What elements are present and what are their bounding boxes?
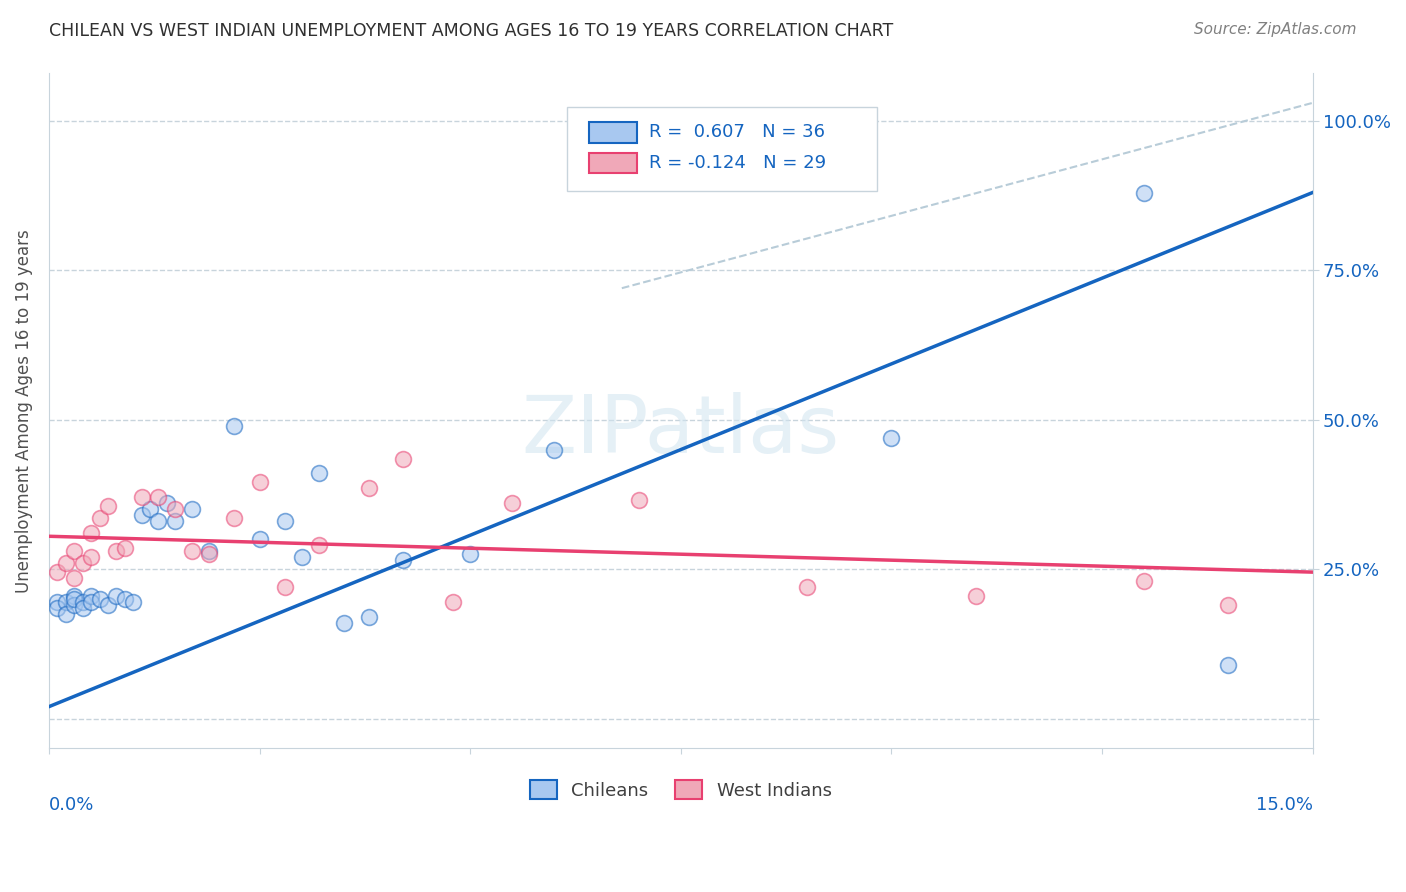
Text: CHILEAN VS WEST INDIAN UNEMPLOYMENT AMONG AGES 16 TO 19 YEARS CORRELATION CHART: CHILEAN VS WEST INDIAN UNEMPLOYMENT AMON… <box>49 22 893 40</box>
Point <box>63 589 86 603</box>
Point <box>55 607 77 621</box>
Point <box>391 553 413 567</box>
Point <box>131 508 153 523</box>
Point <box>114 541 136 556</box>
Point <box>89 511 111 525</box>
Point <box>198 544 221 558</box>
Point <box>139 502 162 516</box>
Text: ZIPatlas: ZIPatlas <box>522 392 839 470</box>
Point <box>80 595 103 609</box>
Point <box>441 595 464 609</box>
Point <box>148 491 170 505</box>
Point <box>359 610 381 624</box>
Point <box>114 592 136 607</box>
Point <box>391 451 413 466</box>
Point <box>80 550 103 565</box>
Point <box>458 547 481 561</box>
Point <box>543 442 565 457</box>
Point <box>148 514 170 528</box>
Point <box>249 475 271 490</box>
Point <box>72 601 94 615</box>
Point <box>308 538 330 552</box>
Point <box>63 571 86 585</box>
Point <box>97 598 120 612</box>
Point <box>796 580 818 594</box>
Point <box>89 592 111 607</box>
Point <box>80 526 103 541</box>
Point <box>46 601 69 615</box>
Point <box>122 595 145 609</box>
Point <box>55 595 77 609</box>
Point <box>105 544 128 558</box>
FancyBboxPatch shape <box>567 107 876 191</box>
Point <box>224 511 246 525</box>
Text: 0.0%: 0.0% <box>49 796 94 814</box>
Point <box>1133 186 1156 200</box>
Point <box>224 418 246 433</box>
Point <box>131 491 153 505</box>
Point <box>63 544 86 558</box>
Point <box>880 431 903 445</box>
Point <box>63 592 86 607</box>
Text: R = -0.124   N = 29: R = -0.124 N = 29 <box>650 153 827 172</box>
Point <box>274 514 297 528</box>
Point <box>72 556 94 570</box>
FancyBboxPatch shape <box>589 153 637 173</box>
Point <box>308 467 330 481</box>
Y-axis label: Unemployment Among Ages 16 to 19 years: Unemployment Among Ages 16 to 19 years <box>15 229 32 592</box>
Point <box>627 493 650 508</box>
Point <box>105 589 128 603</box>
Point <box>359 482 381 496</box>
Point <box>198 547 221 561</box>
Point <box>181 544 204 558</box>
Point <box>1133 574 1156 588</box>
Point <box>1218 657 1240 672</box>
Point <box>274 580 297 594</box>
Text: R =  0.607   N = 36: R = 0.607 N = 36 <box>650 123 825 142</box>
Legend: Chileans, West Indians: Chileans, West Indians <box>523 773 839 807</box>
Point <box>333 615 356 630</box>
Point <box>165 502 187 516</box>
Point <box>72 595 94 609</box>
Point <box>165 514 187 528</box>
Point <box>249 533 271 547</box>
Point <box>156 496 179 510</box>
Text: 15.0%: 15.0% <box>1256 796 1313 814</box>
FancyBboxPatch shape <box>589 122 637 143</box>
Point <box>181 502 204 516</box>
Point <box>46 565 69 579</box>
Point <box>63 598 86 612</box>
Point <box>965 589 987 603</box>
Point <box>291 550 314 565</box>
Point <box>55 556 77 570</box>
Point <box>97 500 120 514</box>
Point <box>80 589 103 603</box>
Point <box>46 595 69 609</box>
Point <box>501 496 523 510</box>
Point <box>1218 598 1240 612</box>
Text: Source: ZipAtlas.com: Source: ZipAtlas.com <box>1194 22 1357 37</box>
